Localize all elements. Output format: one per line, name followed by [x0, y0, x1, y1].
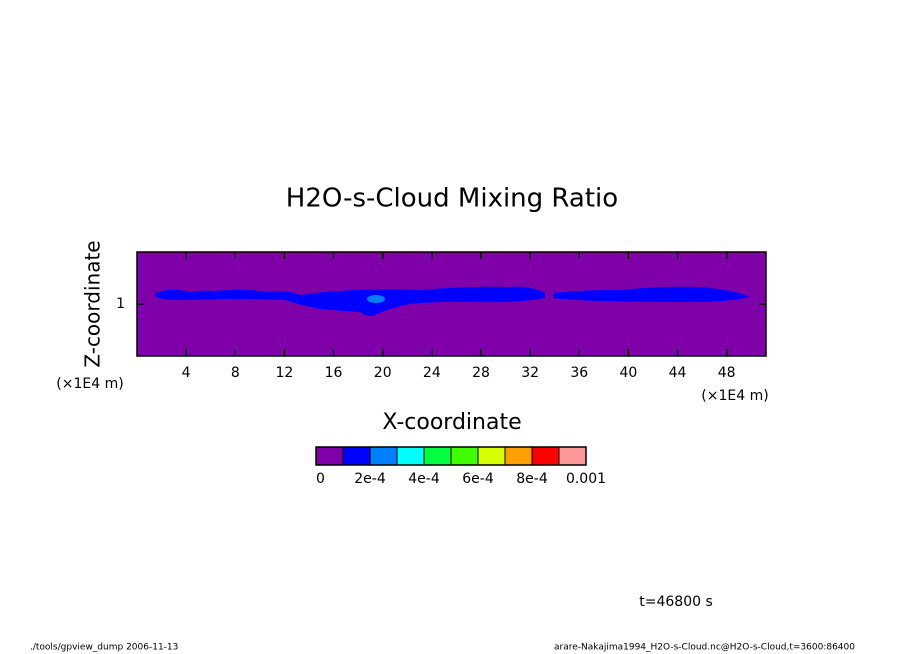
x-unit: (×1E4 m) — [701, 388, 768, 404]
x-tick-label: 28 — [472, 365, 490, 381]
cloud-region — [155, 286, 545, 316]
x-tick-label: 44 — [669, 365, 687, 381]
y-tick-label: 1 — [116, 296, 125, 312]
x-tick-label: 8 — [231, 365, 240, 381]
colorbar-box — [531, 446, 560, 466]
colorbar-box — [423, 446, 452, 466]
plot-background — [137, 252, 766, 356]
x-tick-label: 40 — [619, 365, 637, 381]
x-tick-label: 36 — [570, 365, 588, 381]
x-axis-label: X-coordinate — [382, 410, 521, 435]
colorbar-box — [342, 446, 371, 466]
colorbar-label: 2e-4 — [354, 471, 386, 487]
colorbar-box — [477, 446, 506, 466]
x-tick-label: 16 — [325, 365, 343, 381]
time-label: t=46800 s — [639, 594, 713, 610]
cloud-region — [553, 286, 750, 302]
footer-right: arare-Nakajima1994_H2O-s-Cloud.nc@H2O-s-… — [554, 643, 855, 653]
x-tick-label: 4 — [182, 365, 191, 381]
cloud-core — [367, 295, 385, 303]
x-tick-label: 32 — [521, 365, 539, 381]
colorbar-label: 0 — [316, 471, 325, 487]
y-axis-label: Z-coordinate — [81, 240, 105, 367]
x-tick-label: 20 — [374, 365, 392, 381]
y-unit: (×1E4 m) — [56, 376, 123, 392]
colorbar-label: 6e-4 — [462, 471, 494, 487]
x-tick-label: 24 — [423, 365, 441, 381]
colorbar-box — [315, 446, 344, 466]
chart-title: H2O-s-Cloud Mixing Ratio — [286, 184, 618, 214]
colorbar-box — [450, 446, 479, 466]
colorbar-box — [504, 446, 533, 466]
x-tick-label: 48 — [718, 365, 736, 381]
colorbar-label: 8e-4 — [516, 471, 548, 487]
footer-left: ./tools/gpview_dump 2006-11-13 — [30, 643, 178, 653]
colorbar-box — [396, 446, 425, 466]
colorbar-label: 4e-4 — [408, 471, 440, 487]
x-tick-label: 12 — [276, 365, 294, 381]
cloud-field — [155, 286, 750, 316]
colorbar-box — [369, 446, 398, 466]
colorbar-frame — [315, 446, 587, 466]
colorbar-label: 0.001 — [566, 471, 606, 487]
colorbar-box — [558, 446, 587, 466]
